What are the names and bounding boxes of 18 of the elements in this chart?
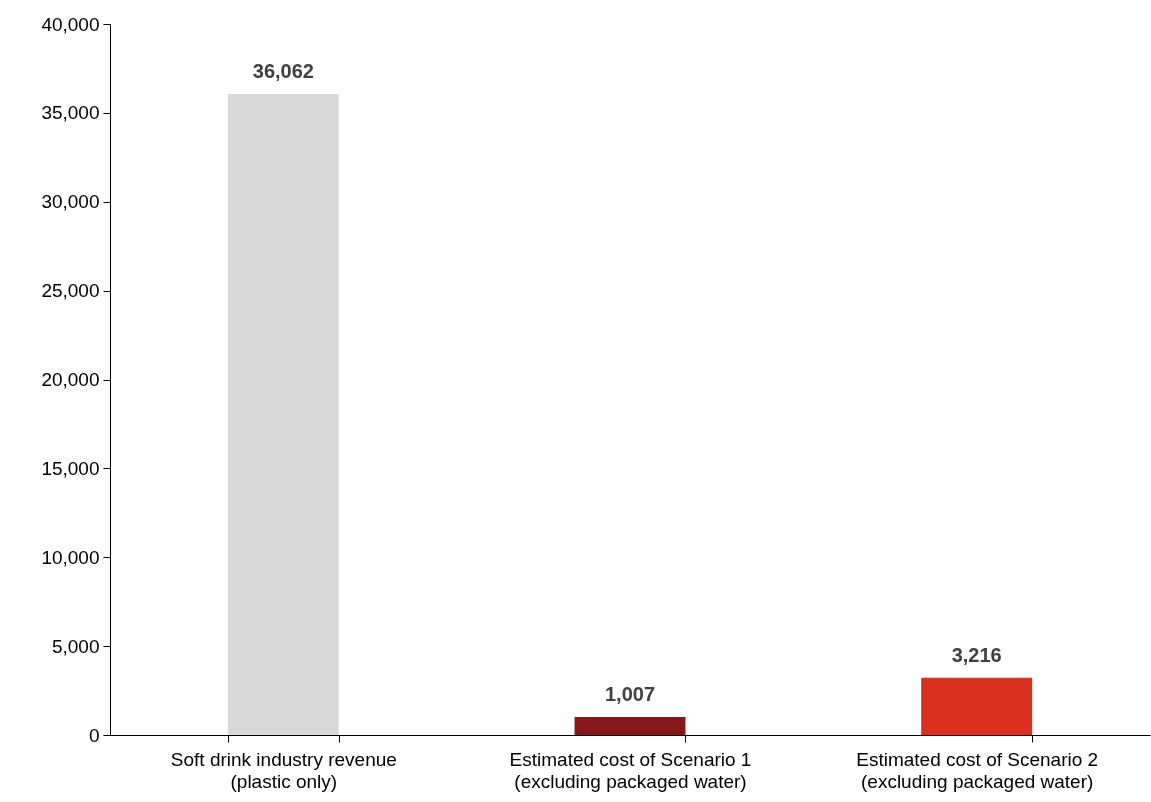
data-label: 1,007	[604, 683, 656, 706]
y-tick-label: 40,000	[41, 13, 100, 35]
y-tick-label: 15,000	[41, 457, 100, 479]
y-tick-label: 35,000	[41, 102, 100, 124]
bar	[921, 677, 1033, 735]
x-tick-label: Estimated cost of Scenario 2 (excluding packaged water)	[856, 748, 1099, 792]
bar	[574, 717, 686, 735]
y-tick-label: 20,000	[41, 369, 100, 390]
y-tick-label: 5,000	[51, 635, 100, 657]
y-tick-label: 30,000	[41, 191, 100, 213]
x-tick-label: Soft drink industry revenue (plastic only)	[170, 748, 397, 792]
bar	[227, 94, 339, 735]
data-label: 3,216	[951, 643, 1002, 666]
y-tick-label: 10,000	[41, 546, 100, 568]
x-tick-label: Estimated cost of Scenario 1 (excluding packaged water)	[509, 748, 752, 792]
y-tick-label: 25,000	[41, 280, 100, 302]
data-label: 36,062	[252, 60, 314, 82]
y-tick-label: 0	[88, 724, 100, 746]
